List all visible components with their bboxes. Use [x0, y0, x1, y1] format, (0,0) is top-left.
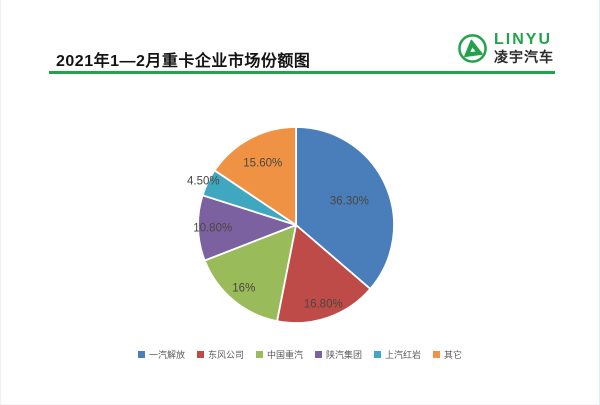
legend-swatch: [196, 351, 204, 358]
legend-swatch: [433, 351, 441, 358]
pie-slice-4: [197, 194, 297, 262]
legend-item: 东风公司: [196, 348, 244, 361]
legend-swatch: [374, 351, 382, 358]
legend-swatch: [255, 351, 263, 358]
legend-item: 其它: [433, 348, 462, 361]
legend-item: 中国重汽: [255, 348, 303, 361]
legend-label: 其它: [444, 350, 463, 360]
legend-label: 东风公司: [207, 350, 244, 360]
page-title: 2021年1—2月重卡企业市场份额图: [56, 53, 311, 70]
legend-label: 中国重汽: [266, 350, 303, 360]
logo-text: LINYU 凌宇汽车: [494, 31, 554, 65]
pie-chart: 36.30% 16.80% 16% 10.80% 4.50% 15.60%: [181, 112, 411, 342]
green-divider: [49, 71, 555, 74]
legend-label: 上汽红岩: [385, 350, 422, 360]
legend-label: 一汽解放: [148, 350, 185, 360]
pie-slice-6: [213, 126, 297, 226]
legend-swatch: [315, 351, 322, 358]
logo-name: LINYU: [494, 31, 552, 48]
linyu-logo: LINYU 凌宇汽车: [457, 32, 554, 64]
pie-slice-label: 16.80%: [304, 299, 343, 311]
pie-slice-2: [276, 224, 372, 324]
pie-slice-1: [295, 126, 395, 290]
pie-slice-3: [203, 224, 297, 323]
legend-item: 上汽红岩: [374, 348, 421, 361]
pie-slice-label: 36.30%: [330, 196, 369, 208]
legend-item: 一汽解放: [137, 348, 185, 361]
chart-legend: 一汽解放 东风公司 中国重汽 陕汽集团 上汽红岩 其它: [1, 348, 599, 361]
linyu-logo-icon: [458, 33, 487, 63]
legend-swatch: [137, 351, 145, 358]
pie-slice-label: 4.50%: [187, 175, 220, 187]
pie-slice-label: 16%: [232, 282, 255, 294]
legend-label: 陕汽集团: [326, 350, 363, 360]
legend-item: 陕汽集团: [315, 348, 362, 361]
pie-slice-label: 10.80%: [193, 223, 232, 235]
logo-subtitle: 凌宇汽车: [494, 49, 554, 65]
pie-slice-label: 15.60%: [243, 158, 282, 170]
